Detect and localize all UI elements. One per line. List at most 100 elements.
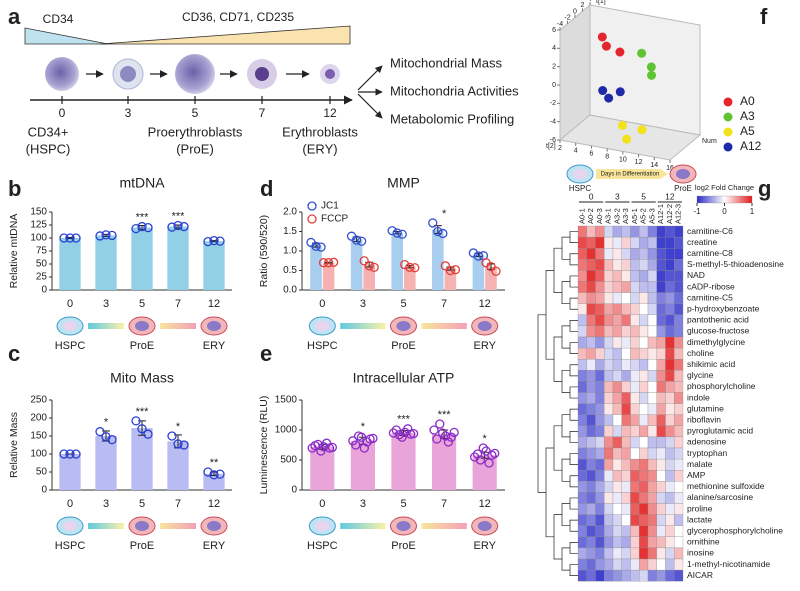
heatmap-cell — [621, 447, 631, 460]
dendrogram — [569, 497, 578, 510]
legend-marker — [723, 142, 733, 152]
row-label: choline — [687, 348, 714, 358]
replicate-point — [131, 223, 141, 234]
column-label: A0-1 — [577, 208, 586, 224]
heatmap-cell — [577, 481, 587, 493]
header-label: ProE — [674, 184, 692, 193]
heatmap-cell — [586, 259, 596, 271]
heatmap-cell — [621, 492, 631, 504]
y-tick-label: 0.0 — [283, 285, 297, 296]
heatmap-cell — [665, 436, 675, 449]
replicate-point — [435, 419, 445, 429]
replicate-point — [446, 432, 456, 442]
row-label: creatine — [687, 237, 718, 247]
heatmap-cell — [612, 281, 622, 293]
heatmap-cell — [595, 536, 605, 549]
heatmap-cell — [656, 236, 666, 249]
heatmap-cell — [656, 481, 666, 493]
heatmap-cell — [612, 314, 622, 327]
heatmap-cell — [656, 447, 666, 460]
heatmap-cell — [586, 392, 596, 404]
heatmap-cell — [604, 558, 614, 571]
dendrogram — [569, 519, 578, 532]
heatmap-cell — [647, 325, 657, 338]
heatmap-cell — [612, 303, 622, 315]
heatmap-cell — [612, 403, 622, 415]
bar — [391, 433, 416, 490]
group-label: 5 — [641, 191, 646, 201]
heatmap-cell — [674, 347, 684, 360]
replicate-point — [95, 231, 105, 241]
significance-label: * — [483, 433, 488, 445]
heatmap-cell — [612, 336, 622, 349]
heatmap-cell — [630, 436, 640, 449]
heatmap-cell — [639, 236, 649, 249]
bar — [95, 436, 117, 490]
heatmap-cell — [595, 325, 605, 338]
heatmap-cell — [621, 259, 631, 271]
heatmap-cell — [612, 381, 622, 393]
heatmap-cell — [639, 414, 649, 426]
heatmap-cell — [674, 292, 684, 304]
y-tick-label: 0.5 — [283, 265, 297, 276]
row-label: lactate — [687, 514, 712, 524]
heatmap-cell — [665, 536, 675, 549]
heatmap-cell — [604, 270, 614, 282]
heatmap-cell — [577, 458, 587, 471]
dendrogram — [569, 431, 578, 443]
dendrogram — [545, 270, 554, 360]
row-label: adenosine — [687, 437, 727, 447]
heatmap-cell — [639, 425, 649, 438]
cell-nucleus — [315, 321, 330, 331]
y-tick-label: 2.0 — [283, 207, 297, 218]
heatmap-cell — [630, 547, 640, 560]
bar — [59, 238, 81, 290]
heatmap-cell — [621, 303, 631, 315]
heatmap-cell — [621, 381, 631, 393]
heatmap-cell — [630, 481, 640, 493]
legend-label: A5 — [740, 124, 755, 138]
replicate-point — [137, 221, 147, 232]
heatmap-cell — [577, 514, 587, 526]
heatmap-cell — [577, 236, 587, 249]
heatmap-cell — [604, 347, 614, 360]
heatmap-cell — [612, 514, 622, 526]
heatmap-cell — [586, 481, 596, 493]
heatmap-cell — [604, 536, 614, 549]
column-label: A12-1 — [656, 204, 665, 224]
heatmap-cell — [665, 248, 675, 260]
stage-name: CD34+ — [28, 124, 69, 139]
heatmap-cell — [630, 259, 640, 271]
y-tick-label: 50 — [36, 259, 48, 270]
heatmap-cell — [639, 248, 649, 260]
heatmap-cell — [656, 359, 666, 371]
heatmap-cell — [577, 270, 587, 282]
heatmap-cell — [647, 259, 657, 271]
replicate-point — [440, 431, 451, 441]
replicate-point — [71, 233, 81, 243]
heatmap-cell — [674, 325, 684, 338]
heatmap-cell — [604, 370, 614, 382]
heatmap-cell — [604, 569, 614, 582]
replicate-point — [215, 236, 225, 246]
replicate-point — [394, 430, 404, 440]
heatmap-cell — [674, 359, 684, 371]
heatmap-cell — [586, 347, 596, 360]
heatmap-cell — [630, 492, 640, 504]
heatmap-cell — [586, 558, 596, 571]
colorbar-title: log2 Fold Change — [695, 183, 754, 192]
heatmap-cell — [595, 347, 605, 360]
heatmap-cell — [639, 447, 649, 460]
legend-label: A3 — [740, 109, 755, 123]
heatmap-cell — [630, 425, 640, 438]
heatmap-cell — [621, 425, 631, 438]
heatmap-cell — [586, 547, 596, 560]
heatmap-cell — [674, 536, 684, 549]
dendrogram — [569, 386, 578, 399]
cell-nucleus — [325, 69, 335, 79]
heatmap-cell — [630, 514, 640, 526]
replicate-point — [203, 236, 213, 247]
cell-nucleus — [207, 321, 221, 331]
heatmap-cell — [621, 292, 631, 304]
heatmap-cell — [656, 248, 666, 260]
